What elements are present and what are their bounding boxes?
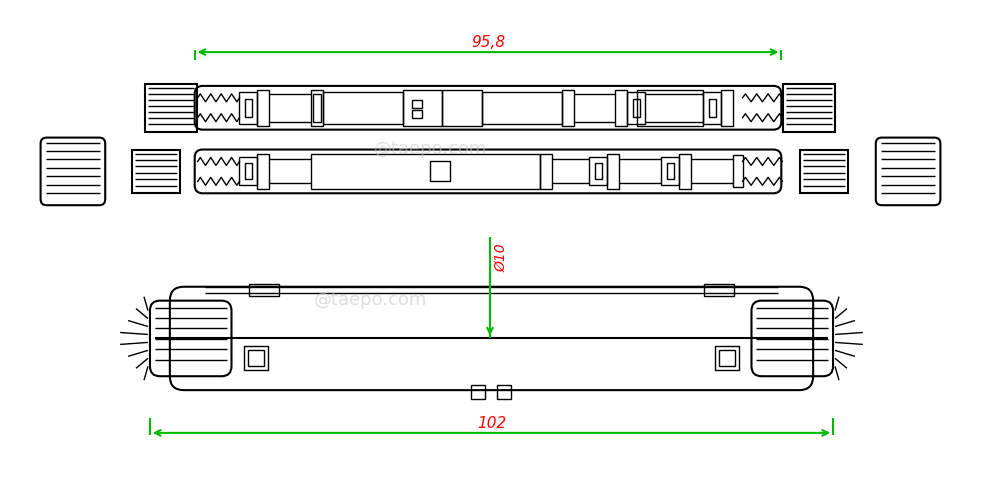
Bar <box>708 100 716 118</box>
Bar <box>248 350 264 366</box>
Bar <box>402 91 442 126</box>
Bar <box>607 154 619 190</box>
Bar <box>257 154 269 190</box>
Bar <box>702 92 721 124</box>
Bar <box>633 100 641 118</box>
Bar <box>595 164 602 180</box>
Text: @taepo.com: @taepo.com <box>314 290 428 308</box>
Bar <box>442 91 482 126</box>
Bar <box>239 92 257 124</box>
Bar <box>800 150 848 194</box>
Text: 95,8: 95,8 <box>471 35 505 50</box>
Bar <box>703 284 734 296</box>
Bar <box>239 158 257 186</box>
Bar <box>132 150 180 194</box>
Bar <box>497 385 511 399</box>
Text: 102: 102 <box>477 415 506 430</box>
Bar <box>719 350 735 366</box>
Bar <box>313 95 321 122</box>
Bar <box>715 347 739 370</box>
Bar <box>627 92 645 124</box>
Bar <box>721 91 733 126</box>
Bar <box>249 284 280 296</box>
Bar <box>783 85 835 132</box>
Bar <box>311 154 540 190</box>
Bar <box>733 156 743 188</box>
Bar <box>431 162 450 182</box>
Bar <box>145 85 197 132</box>
Text: @taepo.com: @taepo.com <box>374 139 487 157</box>
Bar <box>667 164 674 180</box>
Bar <box>540 154 551 190</box>
Bar <box>590 158 607 186</box>
Bar <box>412 101 423 108</box>
Bar <box>561 91 574 126</box>
Bar <box>471 385 485 399</box>
Bar <box>482 92 561 124</box>
Bar <box>615 91 627 126</box>
Bar <box>412 110 423 119</box>
Bar <box>245 100 252 118</box>
Bar <box>323 92 402 124</box>
Text: Ø10: Ø10 <box>494 242 508 271</box>
Bar <box>311 91 323 126</box>
Bar <box>661 158 679 186</box>
Bar <box>679 154 691 190</box>
Bar <box>257 91 269 126</box>
Bar <box>244 347 268 370</box>
Bar <box>245 164 252 180</box>
Bar <box>637 91 702 126</box>
